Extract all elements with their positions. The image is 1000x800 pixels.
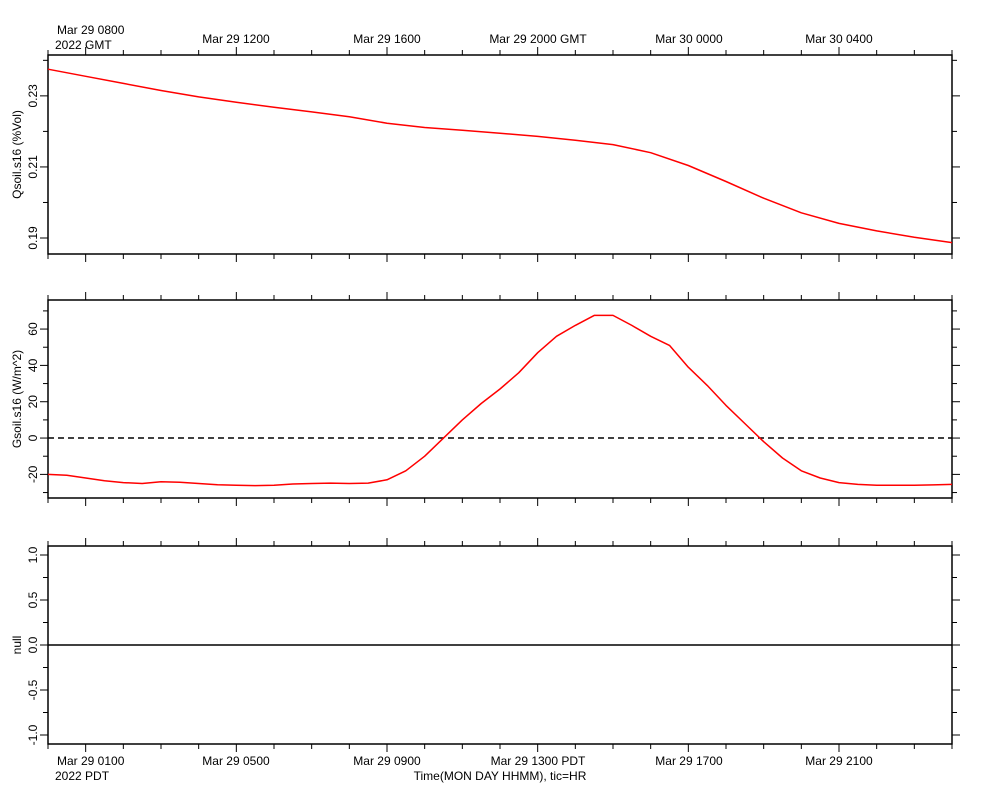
y-tick-label: -1.0 (26, 724, 40, 745)
top-corner-label-line2: 2022 GMT (55, 38, 112, 52)
y-tick-label: 40 (26, 358, 40, 372)
y-axis-title: Qsoil.s16 (%Vol) (10, 110, 24, 199)
y-tick-label: 0.21 (26, 155, 40, 179)
bottom-tick-label: Mar 29 0500 (202, 754, 270, 768)
plot-frame (47, 54, 953, 255)
top-tick-label: Mar 30 0400 (805, 32, 873, 46)
bottom-corner-label-line1: Mar 29 0100 (57, 754, 125, 768)
plot-frame (47, 299, 953, 499)
y-tick-label: 1.0 (26, 546, 40, 563)
top-tick-label: Mar 29 2000 GMT (489, 32, 587, 46)
y-tick-label: 0.5 (26, 591, 40, 608)
y-tick-label: -0.5 (26, 679, 40, 700)
series-line (47, 314, 953, 487)
y-tick-label: -20 (26, 465, 40, 483)
y-tick-label: 0 (26, 434, 40, 441)
bottom-tick-label: Mar 29 1700 (655, 754, 723, 768)
panel: -1.0 -0.5 0.0 0.5 1.0 null (10, 538, 960, 752)
y-axis-title: null (10, 636, 24, 655)
y-tick-label: 60 (26, 322, 40, 336)
bottom-tick-label: Mar 29 0900 (353, 754, 421, 768)
bottom-tick-label: Mar 29 2100 (805, 754, 873, 768)
x-axis-title: Time(MON DAY HHMM), tic=HR (413, 769, 587, 783)
bottom-tick-label: Mar 29 1300 PDT (490, 754, 586, 768)
y-tick-label: 20 (26, 395, 40, 409)
y-tick-label: 0.0 (26, 636, 40, 653)
y-axis-title: Gsoil.s16 (W/m^2) (10, 350, 24, 448)
top-tick-label: Mar 29 1600 (353, 32, 421, 46)
y-tick-label: 0.19 (26, 226, 40, 250)
series-line (47, 68, 953, 244)
top-tick-label: Mar 30 0000 (655, 32, 723, 46)
top-corner-label-line1: Mar 29 0800 (57, 23, 125, 37)
bottom-corner-label-line2: 2022 PDT (55, 769, 110, 783)
y-tick-label: 0.23 (26, 84, 40, 108)
top-tick-label: Mar 29 1200 (202, 32, 270, 46)
